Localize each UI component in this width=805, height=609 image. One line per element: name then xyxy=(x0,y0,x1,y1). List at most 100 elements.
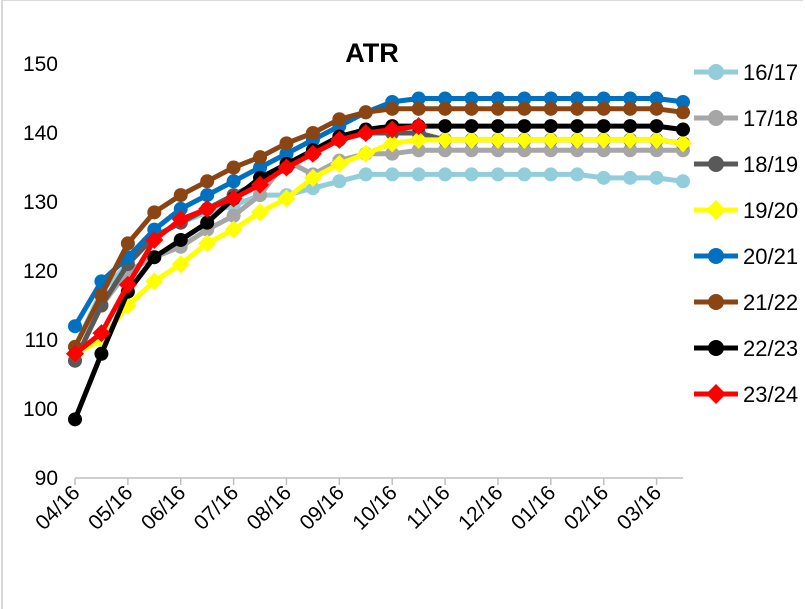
data-point-22-23 xyxy=(200,215,215,230)
legend-item-23-24: 23/24 xyxy=(694,382,798,407)
data-point-17-18 xyxy=(517,143,532,158)
data-point-22-23 xyxy=(438,119,453,134)
series-21-22 xyxy=(68,101,690,354)
data-point-23-24 xyxy=(277,158,296,177)
data-point-20-21 xyxy=(676,94,690,109)
data-point-21-22 xyxy=(570,101,585,116)
series-23-24 xyxy=(66,117,428,363)
legend-label: 17/18 xyxy=(743,106,798,131)
data-point-17-18 xyxy=(226,208,241,223)
y-tick-label: 100 xyxy=(23,398,58,421)
x-tick-label: 05/16 xyxy=(84,481,137,534)
data-point-20-21 xyxy=(279,146,294,161)
data-point-17-18 xyxy=(438,143,453,158)
y-tick-label: 150 xyxy=(23,53,58,76)
series-19-20 xyxy=(66,130,692,363)
data-point-legend-19-20 xyxy=(706,200,726,220)
data-point-16-17 xyxy=(438,167,453,182)
data-point-20-21 xyxy=(543,91,558,106)
data-point-19-20 xyxy=(515,130,534,149)
data-point-23-24 xyxy=(330,130,349,149)
data-point-19-20 xyxy=(462,130,481,149)
legend-label: 18/19 xyxy=(743,152,798,177)
data-point-19-20 xyxy=(277,189,296,208)
data-point-21-22 xyxy=(543,101,558,116)
data-point-17-18 xyxy=(623,143,638,158)
data-point-23-24 xyxy=(224,189,243,208)
legend-item-17-18: 17/18 xyxy=(694,106,798,131)
data-point-16-17 xyxy=(623,170,638,185)
data-point-20-21 xyxy=(173,201,188,216)
data-point-23-24 xyxy=(383,120,402,139)
x-tick-label: 10/16 xyxy=(348,481,401,534)
data-point-legend-18-19 xyxy=(708,156,724,172)
data-point-22-23 xyxy=(147,250,162,265)
data-point-23-24 xyxy=(251,175,270,194)
data-point-16-17 xyxy=(649,170,664,185)
data-point-22-23 xyxy=(94,346,109,361)
data-point-22-23 xyxy=(623,119,638,134)
data-point-19-20 xyxy=(251,203,270,222)
data-point-17-18 xyxy=(570,143,585,158)
legend-label: 19/20 xyxy=(743,198,798,223)
data-point-23-24 xyxy=(356,124,375,142)
data-point-21-22 xyxy=(120,236,135,251)
series-22-23 xyxy=(68,119,690,427)
y-axis: 90 100 110 120 130 140 150 xyxy=(23,53,58,490)
x-tick-label: 08/16 xyxy=(243,481,296,534)
data-point-17-18 xyxy=(411,143,426,158)
data-point-23-24 xyxy=(171,210,190,229)
data-point-16-17 xyxy=(385,167,400,182)
legend-label: 16/17 xyxy=(743,60,798,85)
data-point-20-21 xyxy=(147,222,162,237)
data-point-19-20 xyxy=(303,168,322,187)
data-point-legend-23-24 xyxy=(706,384,726,404)
x-tick-label: 06/16 xyxy=(137,481,190,534)
data-point-21-22 xyxy=(411,101,426,116)
data-point-21-22 xyxy=(305,126,320,140)
data-point-16-17 xyxy=(517,167,532,182)
data-point-19-20 xyxy=(647,130,666,149)
data-point-19-20 xyxy=(594,130,613,149)
data-point-21-22 xyxy=(200,174,215,189)
y-tick-label: 110 xyxy=(25,329,58,352)
x-tick-label: 11/16 xyxy=(402,481,454,533)
data-point-22-23 xyxy=(570,119,585,134)
data-point-16-17 xyxy=(332,174,347,189)
data-point-19-20 xyxy=(568,130,587,149)
data-point-21-22 xyxy=(385,101,400,116)
data-point-20-21 xyxy=(200,188,215,203)
data-point-21-22 xyxy=(464,101,479,116)
data-point-22-23 xyxy=(68,412,82,427)
data-point-19-20 xyxy=(383,134,402,153)
data-point-23-24 xyxy=(198,199,217,218)
data-point-17-18 xyxy=(490,143,505,158)
legend-item-16-17: 16/17 xyxy=(694,60,798,85)
data-point-20-21 xyxy=(570,91,585,106)
data-point-23-24 xyxy=(303,144,322,163)
data-point-19-20 xyxy=(541,130,560,149)
data-point-19-20 xyxy=(198,234,217,253)
data-point-20-21 xyxy=(464,91,479,106)
x-tick-label: 03/16 xyxy=(613,481,666,534)
data-point-21-22 xyxy=(676,105,690,120)
data-point-16-17 xyxy=(358,167,373,182)
legend-item-18-19: 18/19 xyxy=(694,152,798,177)
legend-item-21-22: 21/22 xyxy=(694,290,798,315)
data-point-16-17 xyxy=(411,167,426,182)
data-point-20-21 xyxy=(490,91,505,106)
legend-label: 23/24 xyxy=(743,382,798,407)
data-point-legend-17-18 xyxy=(708,110,724,126)
data-point-23-24 xyxy=(409,117,428,136)
data-point-16-17 xyxy=(464,167,479,182)
data-point-20-21 xyxy=(226,174,241,189)
data-point-23-24 xyxy=(118,275,137,294)
legend-item-22-23: 22/23 xyxy=(694,336,798,361)
data-point-21-22 xyxy=(332,112,347,127)
data-point-23-24 xyxy=(145,230,164,249)
data-point-21-22 xyxy=(358,105,373,120)
data-point-20-21 xyxy=(411,91,426,106)
data-point-21-22 xyxy=(649,101,664,116)
data-point-17-18 xyxy=(543,143,558,158)
data-point-legend-22-23 xyxy=(708,340,724,356)
